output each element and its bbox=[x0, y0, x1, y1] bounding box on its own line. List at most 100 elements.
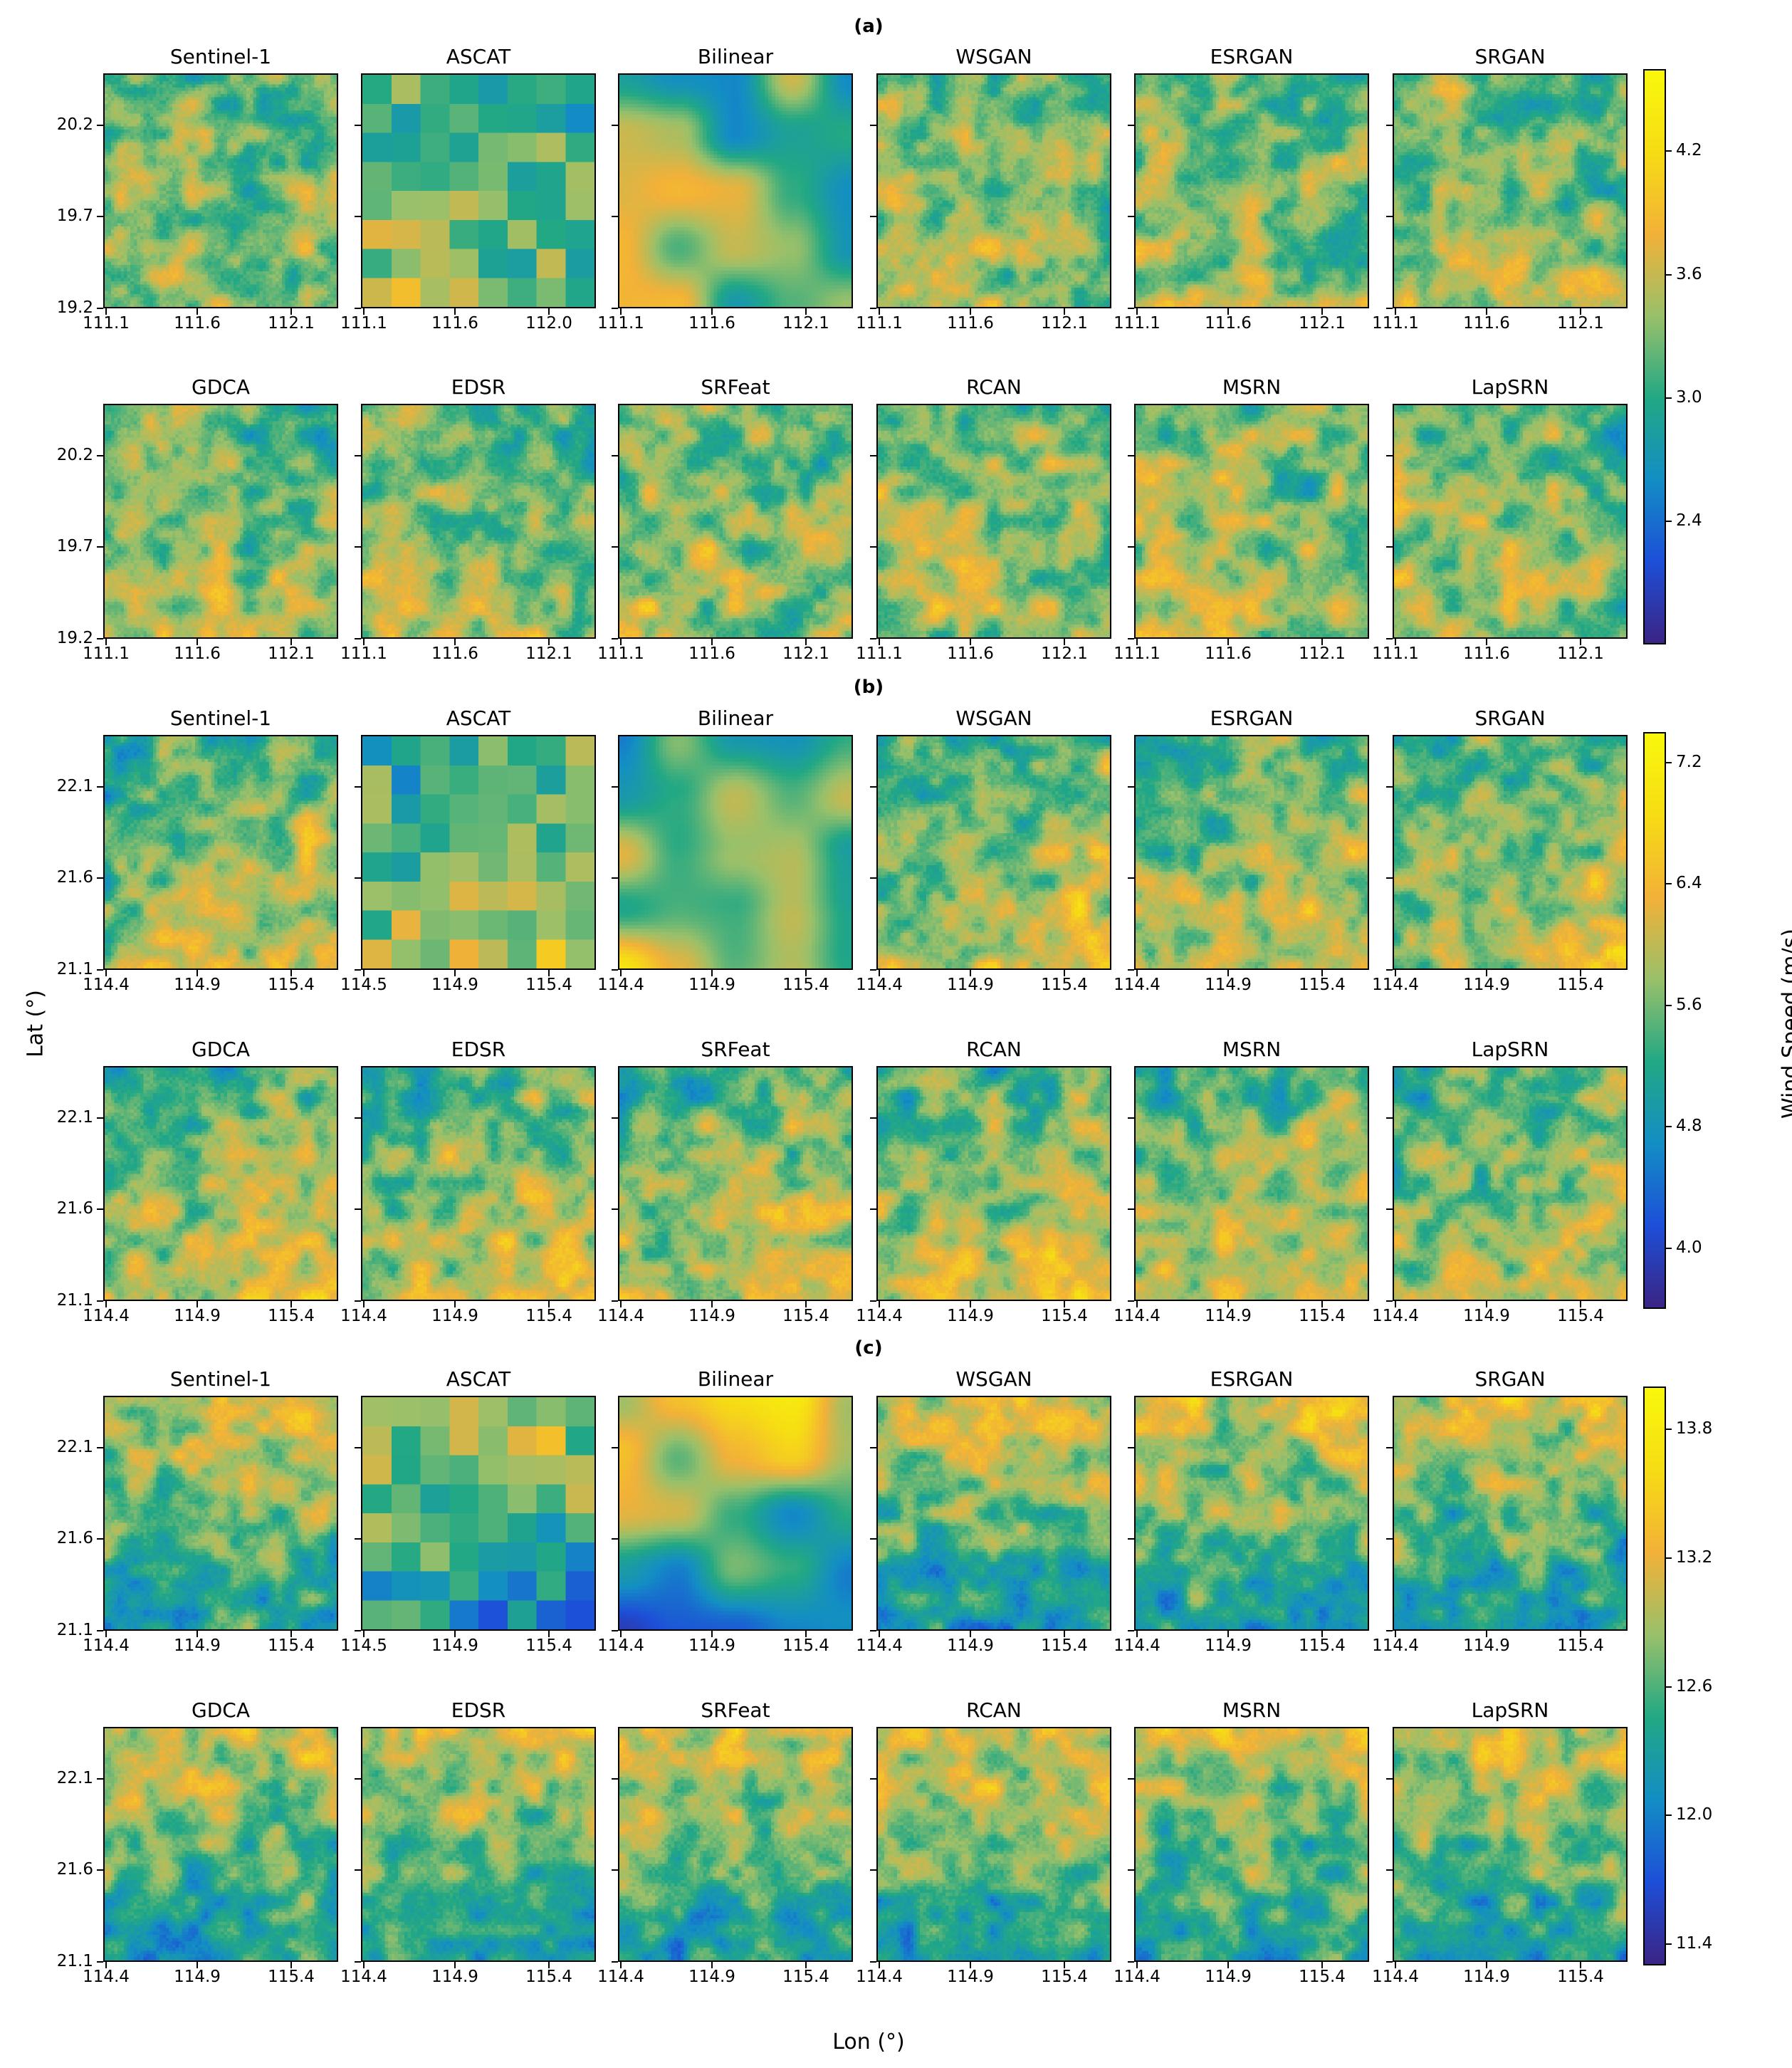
x-tick-mark bbox=[1136, 1631, 1138, 1637]
x-tick-label: 111.1 bbox=[597, 644, 644, 663]
x-tick-label: 114.9 bbox=[947, 1968, 994, 1986]
y-tick-mark bbox=[1386, 546, 1393, 548]
colorbar-tick-mark bbox=[1666, 1429, 1672, 1431]
panel-title: GDCA bbox=[192, 1698, 250, 1722]
colorbar-tick-label: 3.0 bbox=[1676, 387, 1702, 407]
colorbar-tick-label: 11.4 bbox=[1676, 1933, 1713, 1953]
x-tick-mark bbox=[711, 308, 713, 315]
x-tick-label: 111.1 bbox=[1114, 644, 1160, 663]
y-tick-mark bbox=[355, 785, 361, 788]
heatmap-image bbox=[878, 75, 1110, 307]
section-label: (a) bbox=[854, 16, 884, 37]
x-tick-mark bbox=[879, 1962, 880, 1968]
panel-title: WSGAN bbox=[955, 45, 1032, 68]
x-tick-mark bbox=[620, 1301, 622, 1307]
heatmap-panel bbox=[1393, 1396, 1628, 1631]
colorbar-tick-mark bbox=[1666, 1557, 1672, 1559]
x-tick-label: 111.6 bbox=[1205, 314, 1252, 333]
y-tick-mark bbox=[870, 1300, 876, 1302]
y-tick-mark bbox=[612, 1961, 618, 1963]
x-tick-label: 114.9 bbox=[174, 1307, 221, 1325]
x-tick-mark bbox=[105, 1631, 107, 1637]
y-axis-label: Lat (°) bbox=[23, 990, 48, 1058]
x-tick-label: 114.9 bbox=[431, 1636, 478, 1655]
panel-title: EDSR bbox=[451, 1698, 506, 1722]
y-tick-mark bbox=[870, 969, 876, 971]
x-tick-mark bbox=[290, 639, 292, 645]
heatmap-image bbox=[878, 405, 1110, 637]
x-tick-mark bbox=[105, 1962, 107, 1968]
x-tick-label: 112.1 bbox=[1557, 314, 1604, 333]
x-tick-label: 114.9 bbox=[431, 976, 478, 994]
x-tick-label: 114.9 bbox=[1463, 1307, 1510, 1325]
x-tick-mark bbox=[1227, 970, 1229, 976]
y-tick-mark bbox=[97, 1446, 103, 1448]
x-tick-mark bbox=[620, 1631, 622, 1637]
x-tick-mark bbox=[879, 308, 880, 315]
y-tick-mark bbox=[870, 1777, 876, 1780]
x-tick-label: 115.4 bbox=[1557, 1968, 1604, 1986]
colorbar-tick-label: 13.8 bbox=[1676, 1419, 1713, 1438]
x-tick-label: 111.1 bbox=[856, 314, 903, 333]
y-tick-mark bbox=[97, 1300, 103, 1302]
x-tick-mark bbox=[1395, 308, 1396, 315]
x-tick-mark bbox=[620, 1962, 622, 1968]
colorbar-tick-mark bbox=[1666, 1004, 1672, 1006]
x-tick-label: 114.9 bbox=[688, 976, 735, 994]
y-tick-mark bbox=[1386, 785, 1393, 788]
y-tick-mark bbox=[97, 1208, 103, 1211]
heatmap-image bbox=[619, 1728, 852, 1960]
colorbar-tick-mark bbox=[1666, 1943, 1672, 1945]
panel-title: EDSR bbox=[451, 375, 506, 399]
y-tick-mark bbox=[612, 1300, 618, 1302]
heatmap-image bbox=[1394, 1397, 1626, 1629]
heatmap-image bbox=[1136, 75, 1368, 307]
x-tick-label: 114.4 bbox=[83, 1636, 130, 1655]
heatmap-image bbox=[1394, 75, 1626, 307]
section-label: (b) bbox=[853, 677, 884, 698]
x-tick-label: 112.0 bbox=[525, 314, 572, 333]
y-tick-label: 21.6 bbox=[56, 868, 93, 887]
x-tick-label: 111.6 bbox=[947, 314, 994, 333]
x-axis-label: Lon (°) bbox=[832, 2030, 905, 2054]
x-tick-mark bbox=[363, 1631, 365, 1637]
x-tick-label: 114.9 bbox=[1205, 976, 1252, 994]
x-tick-label: 112.1 bbox=[268, 314, 315, 333]
heatmap-panel bbox=[1134, 1396, 1369, 1631]
y-tick-label: 21.1 bbox=[56, 1621, 93, 1639]
y-tick-label: 21.6 bbox=[56, 1860, 93, 1879]
x-tick-label: 112.1 bbox=[1041, 644, 1088, 663]
y-tick-mark bbox=[1386, 1630, 1393, 1631]
heatmap-panel bbox=[1393, 735, 1628, 970]
x-tick-mark bbox=[1395, 1962, 1396, 1968]
colorbar-tick-label: 3.6 bbox=[1676, 264, 1702, 283]
panel-title: Sentinel-1 bbox=[169, 1367, 272, 1391]
x-tick-label: 111.1 bbox=[340, 314, 387, 333]
y-tick-mark bbox=[612, 1869, 618, 1871]
x-tick-label: 114.4 bbox=[1372, 1636, 1419, 1655]
x-tick-mark bbox=[1064, 308, 1065, 315]
y-tick-mark bbox=[355, 1446, 361, 1448]
x-tick-label: 114.9 bbox=[1205, 1968, 1252, 1986]
y-tick-mark bbox=[1128, 454, 1134, 456]
y-tick-label: 21.6 bbox=[56, 1199, 93, 1218]
colorbar-tick-mark bbox=[1666, 1686, 1672, 1688]
x-tick-label: 115.4 bbox=[525, 1636, 572, 1655]
x-tick-label: 111.1 bbox=[1372, 314, 1419, 333]
y-tick-label: 21.1 bbox=[56, 1952, 93, 1970]
x-tick-mark bbox=[105, 308, 107, 315]
heatmap-panel bbox=[361, 1727, 596, 1962]
heatmap-image bbox=[1136, 1728, 1368, 1960]
x-tick-mark bbox=[1580, 1962, 1581, 1968]
x-tick-label: 115.4 bbox=[1299, 1636, 1346, 1655]
x-tick-mark bbox=[363, 1962, 365, 1968]
y-tick-mark bbox=[1386, 1208, 1393, 1211]
y-tick-label: 19.2 bbox=[56, 298, 93, 317]
y-tick-mark bbox=[1386, 1961, 1393, 1963]
y-tick-mark bbox=[97, 1869, 103, 1871]
x-tick-label: 114.4 bbox=[83, 976, 130, 994]
heatmap-panel bbox=[1134, 73, 1369, 308]
x-tick-mark bbox=[197, 639, 198, 645]
panel-title: ASCAT bbox=[446, 706, 511, 730]
x-tick-label: 114.9 bbox=[947, 976, 994, 994]
